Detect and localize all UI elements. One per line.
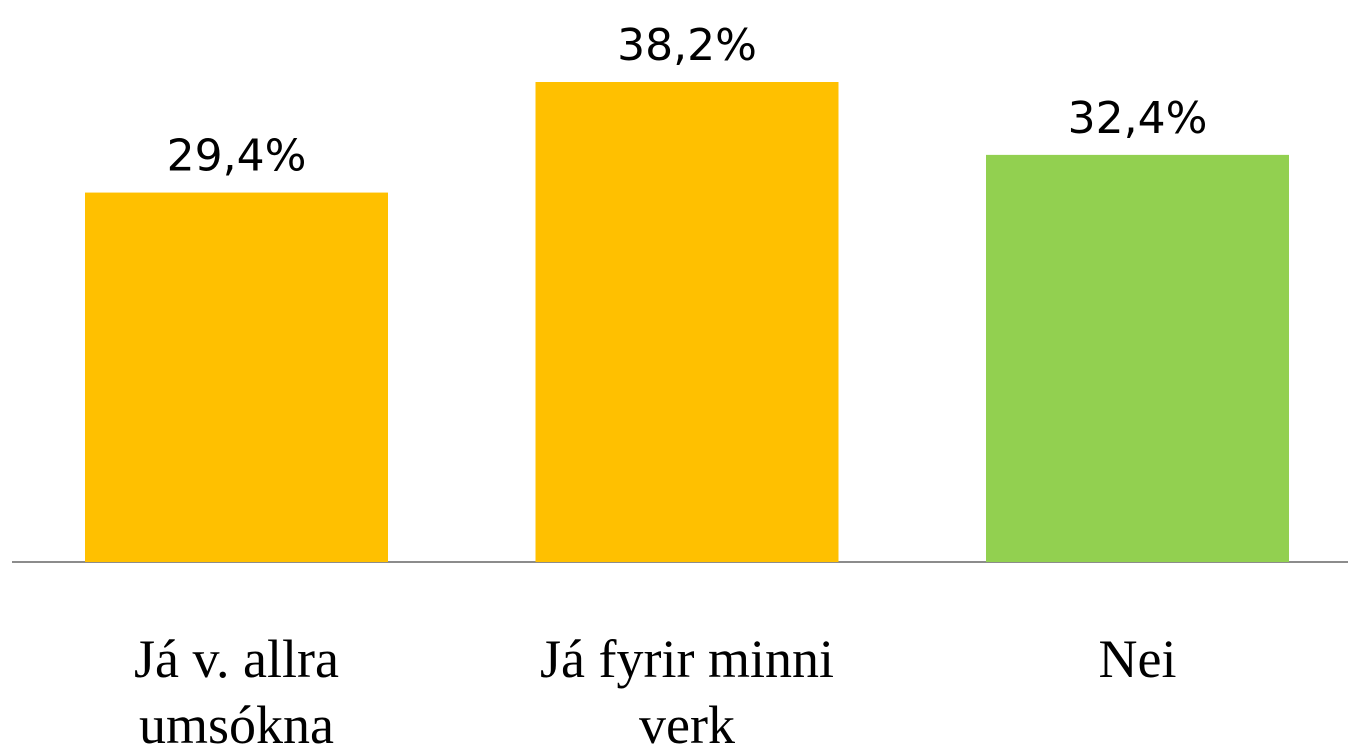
bar (85, 192, 388, 562)
x-tick-label: Já v. allra umsókna (134, 629, 339, 752)
value-label: 38,2% (617, 20, 757, 71)
value-label: 29,4% (167, 131, 307, 182)
bar (986, 154, 1289, 562)
value-label: 32,4% (1068, 93, 1208, 144)
bar (535, 82, 839, 562)
x-tick-label: Nei (1098, 629, 1177, 689)
x-tick-label: Já fyrir minni verk (540, 629, 834, 752)
